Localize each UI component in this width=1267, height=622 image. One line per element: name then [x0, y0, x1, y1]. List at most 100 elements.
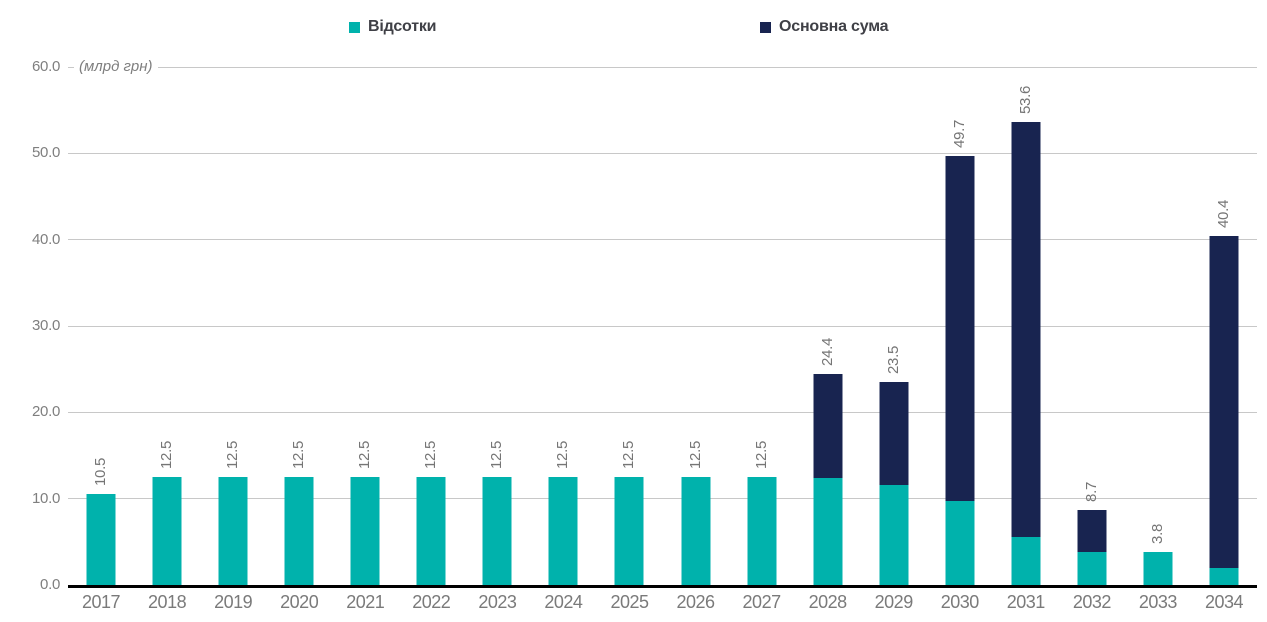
gridline [68, 239, 1257, 241]
bar-slot-2031: 53.6 [993, 67, 1059, 585]
gridline [68, 411, 1257, 413]
interest-segment [1143, 552, 1173, 585]
principal-segment [1077, 509, 1107, 553]
interest-segment [813, 477, 843, 585]
bar-2021 [350, 477, 380, 585]
bar-value-label: 12.5 [356, 441, 374, 470]
bar-2017 [86, 494, 116, 585]
bar-value-label: 12.5 [752, 441, 770, 470]
principal-segment [879, 382, 909, 485]
x-tick-label: 2023 [478, 592, 517, 612]
bar-value-label: 12.5 [554, 441, 572, 470]
bar-value-label: 12.5 [158, 441, 176, 470]
bar-slot-2024: 12.5 [530, 67, 596, 585]
bar-value-label: 12.5 [488, 441, 506, 470]
bar-2026 [681, 477, 711, 585]
x-tick-label: 2021 [346, 592, 385, 612]
bar-value-label: 8.7 [1082, 481, 1100, 502]
bar-slot-2022: 12.5 [398, 67, 464, 585]
y-tick-label: 50.0 [32, 144, 60, 162]
bar-value-label: 12.5 [686, 441, 704, 470]
bar-value-label: 23.5 [884, 346, 902, 375]
bar-slot-2019: 12.5 [200, 67, 266, 585]
y-tick-label: 60.0 [32, 58, 60, 75]
interest-segment [681, 477, 711, 585]
x-tick-label: 2033 [1138, 592, 1178, 612]
bar-slot-2020: 12.5 [266, 67, 332, 585]
x-tick-label: 2031 [1006, 592, 1046, 612]
bar-2024 [548, 477, 578, 585]
bar-value-label: 12.5 [422, 441, 440, 470]
bar-slot-2023: 12.5 [464, 67, 530, 585]
x-tick-label: 2025 [610, 592, 649, 612]
bar-value-label: 40.4 [1214, 200, 1232, 229]
y-tick-label: 40.0 [32, 230, 60, 248]
bar-slot-2028: 24.4 [795, 67, 861, 585]
gridline [68, 66, 1257, 68]
interest-segment [482, 477, 512, 585]
bar-value-label: 3.8 [1148, 524, 1166, 545]
bar-2025 [614, 477, 644, 585]
interest-swatch-icon [349, 21, 360, 33]
bar-2032 [1077, 509, 1107, 585]
x-tick-label: 2027 [742, 592, 782, 612]
legend-label-interest: Відсотки [368, 18, 437, 35]
gridline [68, 498, 1257, 500]
x-tick-label: 2026 [676, 592, 716, 612]
bar-value-label: 12.5 [620, 441, 638, 470]
x-tick-label: 2019 [214, 592, 253, 612]
x-tick-label: 2029 [874, 592, 914, 612]
bar-slot-2027: 12.5 [729, 67, 795, 585]
interest-segment [1209, 567, 1239, 585]
bar-value-label: 12.5 [224, 441, 242, 470]
y-tick-label: 20.0 [32, 403, 60, 421]
bar-2031 [1011, 122, 1041, 585]
legend-item-interest: Відсотки [349, 17, 437, 37]
legend-item-principal: Основна сума [760, 17, 889, 37]
bar-slot-2032: 8.7 [1059, 67, 1125, 585]
bar-2030 [945, 155, 975, 585]
bar-2019 [218, 477, 248, 585]
axis-unit-label: (млрд грн) [74, 58, 158, 76]
bar-slot-2025: 12.5 [596, 67, 662, 585]
y-tick-label: 0.0 [40, 576, 60, 593]
interest-segment [416, 477, 446, 585]
interest-segment [350, 477, 380, 585]
interest-segment [1011, 536, 1041, 585]
x-axis-line [68, 585, 1257, 588]
bar-slot-2026: 12.5 [663, 67, 729, 585]
bar-slot-2030: 49.7 [927, 67, 993, 585]
x-tick-label: 2030 [940, 592, 980, 612]
principal-segment [1209, 236, 1239, 568]
principal-segment [1011, 122, 1041, 537]
x-tick-label: 2024 [544, 592, 583, 612]
interest-segment [879, 484, 909, 585]
bar-2029 [879, 382, 909, 585]
bar-value-label: 10.5 [92, 458, 110, 487]
bar-value-label: 24.4 [818, 338, 836, 367]
gridline [68, 152, 1257, 154]
x-tick-label: 2032 [1072, 592, 1112, 612]
interest-segment [218, 477, 248, 585]
x-tick-label: 2022 [412, 592, 451, 612]
bar-value-label: 53.6 [1016, 86, 1034, 115]
bar-slot-2017: 10.5 [68, 67, 134, 585]
x-tick-label: 2018 [148, 592, 187, 612]
bar-slot-2021: 12.5 [332, 67, 398, 585]
principal-segment [945, 155, 975, 502]
interest-segment [548, 477, 578, 585]
interest-segment [747, 477, 777, 585]
bar-slot-2033: 3.8 [1125, 67, 1191, 585]
x-tick-label: 2028 [808, 592, 848, 612]
interest-segment [1077, 552, 1107, 585]
principal-swatch-icon [760, 21, 771, 33]
interest-segment [284, 477, 314, 585]
bar-2027 [747, 477, 777, 585]
bar-2022 [416, 477, 446, 585]
plot-area: (млрд грн) 10.5 12.5 12.5 12.5 12.5 12.5 12.5 1… [68, 58, 1257, 588]
bar-2033 [1143, 552, 1173, 585]
x-tick-label: 2034 [1204, 592, 1244, 612]
y-tick-label: 30.0 [32, 317, 60, 334]
bar-slot-2029: 23.5 [861, 67, 927, 585]
